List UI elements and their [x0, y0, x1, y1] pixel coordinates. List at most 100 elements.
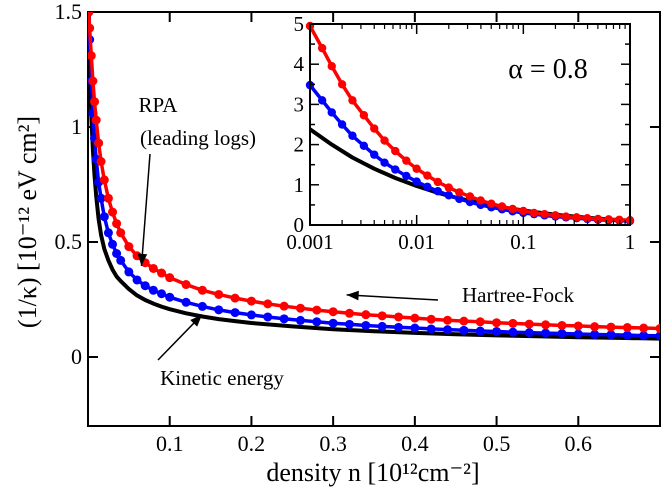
data-point — [124, 242, 134, 252]
x-axis-title: density n [10¹²cm⁻²] — [266, 458, 479, 487]
inset-series-hartree-fock — [305, 21, 635, 225]
data-point — [157, 268, 167, 278]
data-point — [573, 321, 583, 331]
data-point — [108, 239, 118, 249]
data-point — [606, 330, 616, 340]
inset-data-point — [412, 164, 421, 173]
data-point — [524, 319, 534, 329]
inset-x-tick-label: 0.01 — [398, 230, 435, 254]
inset-data-point — [444, 191, 453, 200]
inset-data-point — [423, 171, 432, 180]
data-point — [99, 175, 109, 185]
y-tick-label: 0 — [71, 344, 82, 369]
data-point — [157, 289, 167, 299]
data-point — [140, 281, 150, 291]
data-point — [377, 311, 387, 321]
data-point — [90, 97, 100, 107]
data-point — [108, 207, 118, 217]
data-point — [181, 280, 191, 290]
inset-axis-ticks: 0 1 2 3 4 5 0.001 0.01 0.1 1 — [286, 12, 635, 254]
inset-data-point — [583, 213, 592, 223]
data-point — [246, 296, 256, 306]
data-point — [99, 212, 109, 222]
inset-data-point — [317, 43, 327, 53]
data-point — [622, 323, 632, 333]
data-point — [312, 317, 322, 327]
data-point — [230, 308, 240, 318]
inset-y-tick-label: 0 — [294, 213, 305, 237]
data-point — [590, 322, 600, 332]
data-point — [573, 329, 583, 339]
inset-data-point — [572, 213, 581, 222]
data-point — [94, 138, 104, 148]
data-point — [361, 320, 371, 330]
data-point — [103, 193, 113, 203]
x-tick-label: 0.1 — [156, 431, 184, 456]
main-annotations: Hartree-Fock RPA (leading logs) Kinetic ene… — [137, 93, 574, 390]
data-point — [295, 303, 305, 313]
data-point — [410, 313, 420, 323]
data-point — [132, 251, 142, 261]
inset-data-point — [337, 120, 347, 129]
data-point — [492, 318, 502, 328]
data-point — [508, 327, 518, 337]
inset-data-point — [348, 96, 357, 105]
data-point — [541, 328, 551, 338]
data-point — [112, 249, 122, 258]
inset-data-point — [391, 165, 400, 174]
inset-data-point — [380, 136, 389, 145]
data-point — [443, 315, 453, 325]
data-point — [344, 308, 354, 318]
data-point — [165, 273, 175, 283]
main-plot-frame — [87, 11, 661, 427]
y-axis-title: (1/κ) [10⁻¹² eV cm²] — [13, 116, 42, 328]
y-tick-label: 1.5 — [55, 0, 83, 24]
inset-data-point — [551, 211, 560, 220]
data-point — [295, 315, 305, 325]
y-tick-label: 1 — [71, 114, 82, 139]
inset-alpha-label: α = 0.8 — [508, 54, 587, 85]
data-point — [557, 329, 567, 339]
series-rpa-leading-logs — [88, 12, 660, 341]
data-point — [394, 322, 404, 332]
inset-data-point — [497, 202, 507, 211]
inset-data-point — [529, 208, 539, 218]
inset-data-point — [519, 206, 528, 216]
data-point — [655, 323, 660, 333]
data-point — [394, 312, 404, 322]
inset-data-point — [337, 80, 347, 89]
x-tick-label: 0.6 — [565, 431, 593, 456]
data-point — [263, 299, 273, 309]
data-point — [148, 285, 158, 295]
inset-data-point — [380, 158, 389, 167]
data-point — [165, 292, 175, 302]
inset-x-tick-label: 1 — [625, 230, 636, 254]
data-point — [459, 325, 469, 335]
data-point — [91, 115, 101, 125]
main-plot: 0.1 0.2 0.3 0.4 0.5 0.6 0 0.5 1 1.5 Hartree-Fock R… — [55, 0, 661, 456]
annotation-hartree-fock: Hartree-Fock — [462, 283, 574, 307]
data-point — [88, 23, 95, 33]
inset-data-point — [433, 187, 443, 196]
y-tick-label: 0.5 — [55, 229, 83, 254]
data-point — [132, 275, 142, 285]
data-point — [279, 301, 289, 311]
data-point — [475, 317, 485, 327]
data-point — [246, 310, 256, 320]
data-point — [361, 310, 371, 320]
series-hartree-fock — [88, 12, 660, 333]
data-point — [112, 219, 122, 229]
data-point — [279, 314, 289, 324]
data-point — [88, 12, 94, 17]
data-point — [541, 320, 551, 330]
data-point — [214, 289, 224, 299]
data-point — [328, 307, 338, 317]
annotation-rpa-line2: (leading logs) — [140, 126, 256, 150]
main-series-layer — [88, 12, 660, 341]
data-point — [426, 314, 436, 324]
data-point — [181, 297, 191, 307]
data-point — [377, 321, 387, 331]
annotation-arrow-hartree-fock — [346, 290, 439, 301]
data-point — [475, 326, 485, 336]
